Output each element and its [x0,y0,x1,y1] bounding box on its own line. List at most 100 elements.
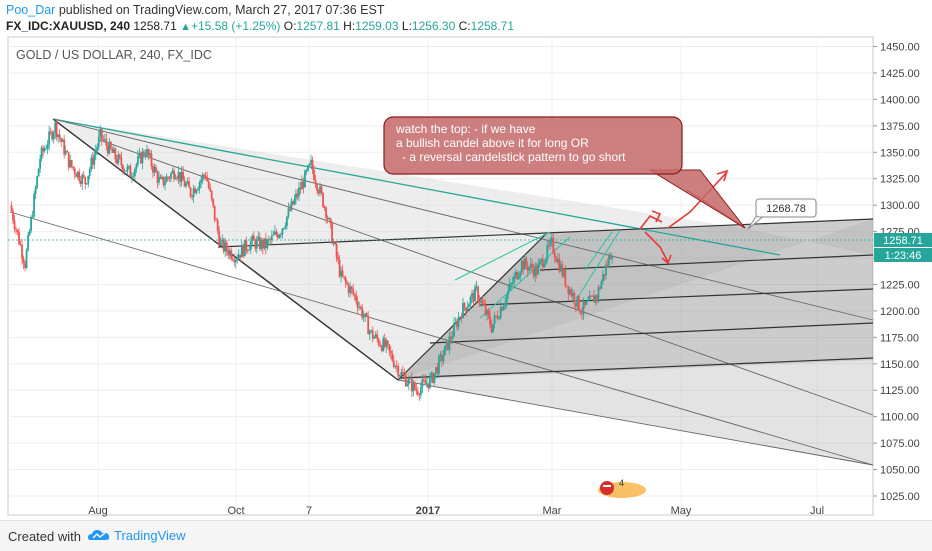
candle-body[interactable] [75,174,78,178]
candle-body[interactable] [197,188,200,191]
candle-body[interactable] [307,165,309,171]
candle-body[interactable] [413,382,416,390]
candle-body[interactable] [67,152,70,168]
candle-body[interactable] [243,240,246,257]
candle-body[interactable] [258,236,261,249]
candle-body[interactable] [123,170,126,172]
candle-body[interactable] [198,182,201,189]
candle-body[interactable] [210,190,213,199]
candle-body[interactable] [18,231,20,244]
candle-body[interactable] [115,159,118,164]
candle-body[interactable] [489,315,491,326]
candle-body[interactable] [389,350,392,354]
candle-body[interactable] [109,141,112,149]
candle-body[interactable] [149,153,151,156]
candle-body[interactable] [514,272,517,277]
candle-body[interactable] [192,188,195,198]
candle-body[interactable] [320,186,323,193]
candle-body[interactable] [168,177,171,179]
candle-body[interactable] [286,216,288,226]
candle-body[interactable] [36,176,38,188]
candle-body[interactable] [13,220,16,229]
candle-body[interactable] [93,154,96,165]
channel-line-2[interactable] [479,288,874,306]
candle-body[interactable] [63,139,66,155]
candle-body[interactable] [254,240,257,249]
candle-body[interactable] [281,228,284,235]
candle-body[interactable] [395,365,398,367]
fan-line-4[interactable] [397,379,874,466]
candle-body[interactable] [292,201,294,205]
fan-line-2[interactable] [9,211,874,466]
candle-body[interactable] [231,258,234,260]
candle-body[interactable] [308,163,311,166]
candle-body[interactable] [88,169,91,176]
candle-body[interactable] [520,260,523,273]
candle-body[interactable] [571,292,574,297]
candle-body[interactable] [273,231,276,235]
candle-body[interactable] [239,254,242,258]
candle-body[interactable] [349,286,352,293]
candle-body[interactable] [19,243,22,245]
candle-body[interactable] [150,153,153,167]
channel-line-mid[interactable] [539,254,874,271]
candle-body[interactable] [323,206,326,208]
candle-body[interactable] [581,313,583,315]
candle-body[interactable] [456,322,458,328]
channel-line-top[interactable] [217,218,874,248]
candle-body[interactable] [593,295,595,303]
candle-body[interactable] [463,302,466,308]
candle-body[interactable] [252,235,255,241]
candle-body[interactable] [335,244,338,257]
candle-body[interactable] [280,234,282,236]
candle-body[interactable] [267,239,270,240]
candle-body[interactable] [230,250,233,259]
candle-body[interactable] [568,289,571,294]
candle-body[interactable] [224,242,227,252]
price-chart[interactable]: watch the top: - if we have a bullish ca… [0,0,932,520]
candle-body[interactable] [346,282,349,285]
candle-body[interactable] [141,151,144,164]
candle-body[interactable] [278,234,281,238]
candle-body[interactable] [600,281,603,289]
candle-body[interactable] [523,258,526,270]
candle-body[interactable] [316,184,318,191]
candle-body[interactable] [418,394,421,396]
candle-body[interactable] [401,372,404,374]
candle-body[interactable] [117,154,120,164]
candle-body[interactable] [483,303,485,306]
candle-body[interactable] [415,389,418,392]
candle-body[interactable] [322,192,324,207]
candle-body[interactable] [21,244,23,259]
candle-body[interactable] [276,234,279,238]
candle-body[interactable] [588,296,591,301]
candle-body[interactable] [326,217,329,220]
channel-line-4[interactable] [399,357,874,379]
candle-body[interactable] [519,272,522,277]
candle-body[interactable] [582,302,585,315]
candle-body[interactable] [106,145,109,154]
candle-body[interactable] [299,187,302,190]
candle-body[interactable] [81,174,84,185]
candle-body[interactable] [215,219,218,221]
candle-body[interactable] [173,170,175,180]
candle-body[interactable] [10,205,13,212]
candle-body[interactable] [466,307,469,312]
candle-body[interactable] [260,239,263,249]
events-flag-icon[interactable]: 4 [598,478,646,498]
candle-body[interactable] [72,166,75,169]
candle-body[interactable] [165,176,168,183]
candle-body[interactable] [108,141,111,154]
wedge-line-3[interactable] [574,229,621,303]
candle-body[interactable] [471,292,473,297]
candle-body[interactable] [344,277,347,283]
callout-box[interactable] [383,116,683,175]
candle-body[interactable] [441,354,443,362]
author-link[interactable]: Poo_Dar [6,3,56,17]
candle-body[interactable] [298,187,300,197]
candle-body[interactable] [212,198,215,206]
candle-body[interactable] [565,285,568,287]
candle-body[interactable] [450,336,452,340]
candle-body[interactable] [289,208,291,211]
candle-body[interactable] [386,340,389,345]
